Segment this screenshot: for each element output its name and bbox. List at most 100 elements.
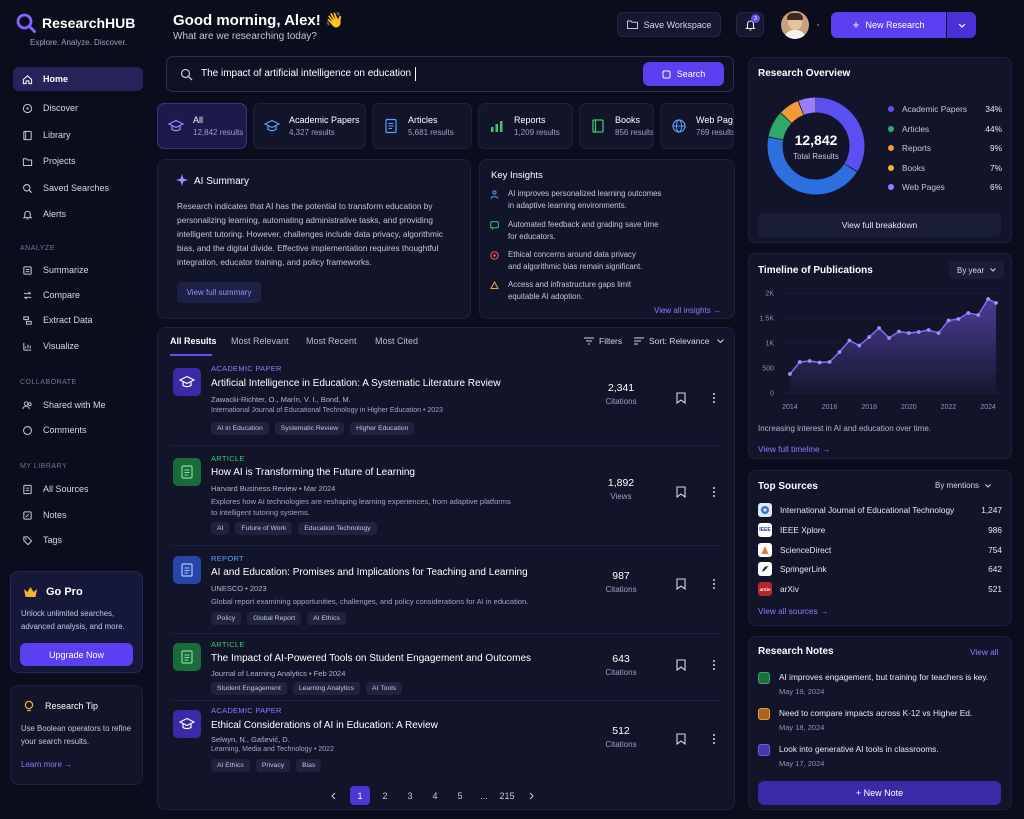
research-tip-card: Research Tip Use Boolean operators to re… <box>10 685 143 785</box>
upgrade-now-button[interactable]: Upgrade Now <box>20 643 133 666</box>
result-tag[interactable]: AI <box>211 522 230 535</box>
search-button[interactable]: Search <box>643 62 724 86</box>
nav-compare[interactable]: Compare <box>13 283 143 307</box>
nav-home[interactable]: Home <box>13 67 143 91</box>
avatar[interactable] <box>781 11 809 39</box>
result-item[interactable]: ARTICLE How AI is Transforming the Futur… <box>157 452 735 542</box>
search-input[interactable]: The impact of artificial intelligence on… <box>201 68 412 79</box>
bookmark-icon[interactable] <box>676 578 686 590</box>
result-title[interactable]: Artificial Intelligence in Education: A … <box>211 378 501 389</box>
bookmark-icon[interactable] <box>676 486 686 498</box>
nav-tags[interactable]: Tags <box>13 528 143 552</box>
result-tag[interactable]: Privacy <box>255 759 291 772</box>
result-tag[interactable]: Policy <box>211 612 242 625</box>
page-5[interactable]: 5 <box>457 790 463 801</box>
tab-most-relevant[interactable]: Most Relevant <box>231 336 289 346</box>
tab-most-recent[interactable]: Most Recent <box>306 336 357 346</box>
filter-all[interactable]: All 12,842 results <box>157 103 247 149</box>
nav-summarize[interactable]: Summarize <box>13 258 143 282</box>
overview-total: 12,842 <box>794 132 838 148</box>
prev-page-icon[interactable] <box>330 792 336 800</box>
nav-comments[interactable]: Comments <box>13 418 143 442</box>
page-4[interactable]: 4 <box>432 790 438 801</box>
result-tag[interactable]: AI Ethics <box>307 612 346 625</box>
next-page-icon[interactable] <box>529 792 535 800</box>
sort-dropdown[interactable]: Sort: Relevance <box>634 336 725 346</box>
result-tag[interactable]: Higher Education <box>350 422 415 435</box>
timeline-point <box>916 330 921 334</box>
result-tag[interactable]: Student Engagement <box>211 682 287 695</box>
save-workspace-button[interactable]: Save Workspace <box>617 12 721 37</box>
result-tag[interactable]: AI Ethics <box>211 759 250 772</box>
nav-projects[interactable]: Projects <box>13 149 143 173</box>
nav-shared-with-me[interactable]: Shared with Me <box>13 393 143 417</box>
top-sources-dropdown[interactable]: By mentions <box>935 481 991 490</box>
nav-extract-data[interactable]: Extract Data <box>13 308 143 332</box>
nav-label: Projects <box>43 156 76 166</box>
notes-view-all-link[interactable]: View all <box>970 647 999 657</box>
bookmark-icon[interactable] <box>676 733 686 745</box>
result-title[interactable]: The Impact of AI-Powered Tools on Studen… <box>211 653 532 664</box>
filter-articles[interactable]: Articles 5,681 results <box>372 103 472 149</box>
nav-saved-searches[interactable]: Saved Searches <box>13 176 143 200</box>
result-tag[interactable]: Learning Analytics <box>292 682 361 695</box>
new-research-button[interactable]: + New Research <box>831 12 946 38</box>
more-icon[interactable] <box>712 659 716 671</box>
result-tag[interactable]: AI Tools <box>366 682 403 695</box>
source-row[interactable]: arXiv arXiv 521 <box>758 582 1002 596</box>
result-title[interactable]: AI and Education: Promises and Implicati… <box>211 567 528 578</box>
filter-reports[interactable]: Reports 1,209 results <box>478 103 573 149</box>
nav-library[interactable]: Library <box>13 123 143 147</box>
result-tag[interactable]: Bias <box>296 759 322 772</box>
view-full-breakdown-button[interactable]: View full breakdown <box>758 213 1001 237</box>
source-row[interactable]: International Journal of Educational Tec… <box>758 503 1002 517</box>
result-item[interactable]: ACADEMIC PAPER Ethical Considerations of… <box>157 705 735 775</box>
learn-more-link[interactable]: Learn more → <box>21 760 73 769</box>
result-item[interactable]: REPORT AI and Education: Promises and Im… <box>157 553 735 633</box>
nav-notes[interactable]: Notes <box>13 503 143 527</box>
more-icon[interactable] <box>712 578 716 590</box>
filters-button[interactable]: Filters <box>584 336 622 346</box>
page-3[interactable]: 3 <box>407 790 413 801</box>
result-item[interactable]: ACADEMIC PAPER Artificial Intelligence i… <box>157 362 735 442</box>
page-215[interactable]: 215 <box>499 790 515 801</box>
result-title[interactable]: How AI is Transforming the Future of Lea… <box>211 467 415 478</box>
filter-web-pages[interactable]: Web Pages 769 results <box>660 103 734 149</box>
nav-alerts[interactable]: Alerts <box>13 202 143 226</box>
result-tag[interactable]: AI in Education <box>211 422 269 435</box>
result-tag[interactable]: Future of Work <box>235 522 293 535</box>
page-1[interactable]: 1 <box>350 786 370 805</box>
more-icon[interactable] <box>712 733 716 745</box>
new-research-dropdown[interactable] <box>947 12 976 38</box>
result-tag[interactable]: Systematic Review <box>274 422 345 435</box>
nav-all-sources[interactable]: All Sources <box>13 477 143 501</box>
tab-most-cited[interactable]: Most Cited <box>375 336 419 346</box>
bookmark-icon[interactable] <box>676 392 686 404</box>
more-icon[interactable] <box>712 392 716 404</box>
new-note-button[interactable]: + New Note <box>758 781 1001 805</box>
source-row[interactable]: IEEE IEEE Xplore 986 <box>758 523 1002 537</box>
result-item[interactable]: ARTICLE The Impact of AI-Powered Tools o… <box>157 638 735 698</box>
filter-books[interactable]: Books 856 results <box>579 103 654 149</box>
result-tag[interactable]: Global Report <box>247 612 302 625</box>
nav-discover[interactable]: Discover <box>13 96 143 120</box>
view-all-sources-link[interactable]: View all sources → <box>758 606 829 616</box>
result-tag[interactable]: Education Technology <box>298 522 377 535</box>
view-all-insights-link[interactable]: View all insights → <box>654 306 721 315</box>
tab-all-results[interactable]: All Results <box>170 336 217 346</box>
view-full-timeline-link[interactable]: View full timeline → <box>758 444 831 454</box>
filter-academic-papers[interactable]: Academic Papers 4,327 results <box>253 103 366 149</box>
timeline-area <box>789 299 997 393</box>
more-icon[interactable] <box>712 486 716 498</box>
source-row[interactable]: SpringerLink 642 <box>758 562 1002 576</box>
result-title[interactable]: Ethical Considerations of AI in Educatio… <box>211 720 438 731</box>
source-row[interactable]: ScienceDirect 754 <box>758 543 1002 557</box>
view-full-summary-button[interactable]: View full summary <box>177 282 261 303</box>
result-type: ACADEMIC PAPER <box>211 364 282 373</box>
nav-visualize[interactable]: Visualize <box>13 334 143 358</box>
page-2[interactable]: 2 <box>382 790 388 801</box>
bookmark-icon[interactable] <box>676 659 686 671</box>
timeline-dropdown[interactable]: By year <box>949 261 1005 279</box>
notifications-button[interactable]: 3 <box>736 12 764 37</box>
top-sources-dropdown-label: By mentions <box>935 481 980 490</box>
